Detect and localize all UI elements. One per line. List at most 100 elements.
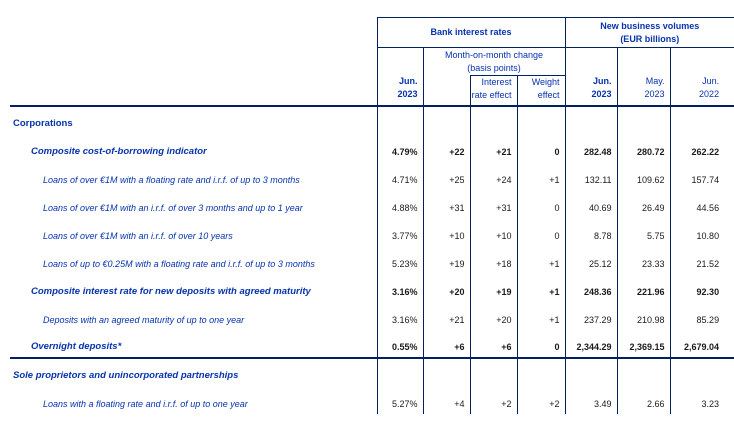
row-label: Overnight deposits* (10, 330, 378, 359)
table-body: Corporations Composite cost-of-borrowing … (10, 106, 734, 414)
table-row: Composite interest rate for new deposits… (10, 274, 734, 302)
row-label: Composite interest rate for new deposits… (10, 274, 378, 302)
value-cell: 2,679.04 (670, 330, 734, 359)
value-cell: 282.48 (565, 134, 618, 162)
volumes-group-line1: New business volumes (600, 20, 700, 31)
value-cell: +21 (470, 134, 518, 162)
row-label: Loans of over €1M with an i.r.f. of over… (10, 218, 378, 246)
value-cell: 0.55% (377, 330, 424, 359)
value-cell (617, 106, 671, 134)
value-cell: 157.74 (691, 175, 720, 185)
value-cell: 3.16% (377, 302, 424, 330)
mom-total-change-subheader (423, 75, 471, 107)
interest-rate-effect-header: Interest rate effect (470, 75, 518, 107)
value-cell: +18 (470, 246, 518, 274)
value-cell (670, 106, 734, 134)
table-row: Corporations (10, 106, 734, 134)
value-cell: 280.72 (617, 134, 671, 162)
value-cell: +6 (470, 330, 518, 359)
bank-interest-rates-group-header: Bank interest rates (377, 17, 566, 48)
value-cell: 4.71% (377, 162, 424, 190)
value-cell: 109.62 (617, 162, 671, 190)
value-cell: +6 (423, 330, 471, 359)
header-empty-corner-cell (10, 17, 378, 107)
value-cell: 0 (517, 330, 566, 359)
value-cell: 3.16% (377, 274, 424, 302)
value-cell (670, 358, 734, 386)
value-cell: +22 (423, 134, 471, 162)
weight-effect-line1: Weight (531, 77, 560, 87)
value-cell: +1 (517, 274, 566, 302)
value-cell: 0 (517, 134, 566, 162)
value-cell: 0 (517, 218, 566, 246)
value-cell (377, 106, 424, 134)
header-mom-row: Jun. 2023 Month-on-month change (basis p… (10, 47, 734, 107)
value-cell: +1 (517, 302, 566, 330)
value-cell (470, 358, 518, 386)
value-cell (423, 106, 471, 134)
value-cell: +2 (517, 386, 566, 414)
row-label: Loans of up to €0.25M with a floating ra… (10, 246, 378, 274)
value-cell: 2.66 (617, 386, 671, 414)
value-cell (565, 358, 618, 386)
value-cell: 21.52 (696, 259, 720, 269)
rate-period-jun-2023-header: Jun. 2023 (377, 47, 424, 107)
value-cell: 40.69 (565, 190, 618, 218)
value-cell: 5.27% (377, 386, 424, 414)
value-cell (517, 106, 566, 134)
new-business-volumes-group-header: New business volumes (EUR billions) (565, 17, 734, 48)
value-cell: +4 (423, 386, 471, 414)
row-label: Composite cost-of-borrowing indicator (10, 134, 378, 162)
row-label: Sole proprietors and unincorporated part… (10, 358, 378, 386)
value-cell (377, 358, 424, 386)
interest-effect-line2: rate effect (471, 90, 512, 100)
table-row: Loans of over €1M with a floating rate a… (10, 162, 734, 190)
value-cell: +31 (470, 190, 518, 218)
value-cell: 221.96 (617, 274, 671, 302)
value-cell: +1 (517, 162, 566, 190)
value-cell: 8.78 (565, 218, 618, 246)
value-cell: 4.88% (377, 190, 424, 218)
table-row: Deposits with an agreed maturity of up t… (10, 302, 734, 330)
value-cell: 44.56 (696, 203, 720, 213)
mom-change-line1: Month-on-month change (444, 49, 544, 60)
row-label: Loans of over €1M with a floating rate a… (10, 162, 378, 190)
table-row: Loans with a floating rate and i.r.f. of… (10, 386, 734, 414)
value-cell: +24 (470, 162, 518, 190)
weight-effect-header: Weight effect (517, 75, 566, 107)
value-cell: 26.49 (617, 190, 671, 218)
volume-period-1-line1: Jun. (593, 76, 612, 86)
header-effects-row: Interest rate effect Weight effect (10, 75, 734, 107)
table-row: Loans of up to €0.25M with a floating ra… (10, 246, 734, 274)
row-label: Loans of over €1M with an i.r.f. of over… (10, 190, 378, 218)
volume-period-2-line1: May. (645, 76, 665, 86)
value-cell: 3.49 (565, 386, 618, 414)
volume-period-1-line2: 2023 (591, 89, 612, 99)
value-cell: 92.30 (696, 287, 720, 297)
row-label: Corporations (10, 106, 378, 134)
value-cell: 132.11 (565, 162, 618, 190)
value-cell: +25 (423, 162, 471, 190)
value-cell: 262.22 (691, 147, 720, 157)
value-cell (423, 358, 471, 386)
header-group-row: Bank interest rates New business volumes… (10, 17, 734, 107)
value-cell: 3.77% (377, 218, 424, 246)
interest-rates-volumes-table: Bank interest rates New business volumes… (10, 17, 734, 414)
value-cell (470, 106, 518, 134)
table-row: Loans of over €1M with an i.r.f. of over… (10, 190, 734, 218)
volume-period-3-line1: Jun. (702, 76, 720, 86)
value-cell: 23.33 (617, 246, 671, 274)
table-row: Composite cost-of-borrowing indicator 4.7… (10, 134, 734, 162)
value-cell: 85.29 (696, 315, 720, 325)
value-cell: 5.75 (617, 218, 671, 246)
volume-period-may-2023-header: May. 2023 (617, 47, 671, 107)
value-cell: 5.23% (377, 246, 424, 274)
interest-effect-line1: Interest (481, 77, 512, 87)
value-cell: +21 (423, 302, 471, 330)
value-cell (617, 358, 671, 386)
volume-period-jun-2022-header: Jun. 2022 (670, 47, 734, 107)
value-cell: 4.79% (377, 134, 424, 162)
table-row: Overnight deposits* 0.55% +6 +6 0 2,344.29 2,3… (10, 330, 734, 359)
table-row: Sole proprietors and unincorporated part… (10, 358, 734, 386)
value-cell: 10.80 (696, 231, 720, 241)
